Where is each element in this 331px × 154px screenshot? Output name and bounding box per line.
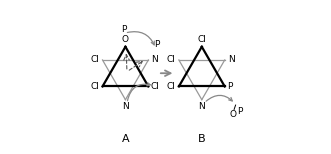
Text: P: P bbox=[227, 82, 233, 91]
Text: Cl: Cl bbox=[90, 55, 99, 64]
Text: N: N bbox=[198, 102, 205, 111]
FancyArrowPatch shape bbox=[206, 95, 232, 101]
Text: Cl: Cl bbox=[90, 82, 99, 91]
Text: Cl: Cl bbox=[197, 35, 206, 44]
Text: P: P bbox=[121, 25, 126, 34]
Text: A: A bbox=[121, 134, 129, 144]
Text: P: P bbox=[154, 40, 159, 49]
FancyArrowPatch shape bbox=[127, 83, 150, 101]
Text: Cl: Cl bbox=[151, 82, 160, 91]
Text: Cl: Cl bbox=[167, 82, 175, 91]
Text: B: B bbox=[198, 134, 206, 144]
Text: P: P bbox=[237, 107, 242, 116]
Text: Cl: Cl bbox=[167, 55, 175, 64]
Text: N: N bbox=[151, 55, 158, 64]
FancyArrowPatch shape bbox=[127, 32, 154, 45]
Text: N: N bbox=[228, 55, 234, 64]
Text: O: O bbox=[229, 110, 237, 119]
Text: O: O bbox=[122, 35, 129, 44]
Text: N: N bbox=[122, 102, 129, 111]
